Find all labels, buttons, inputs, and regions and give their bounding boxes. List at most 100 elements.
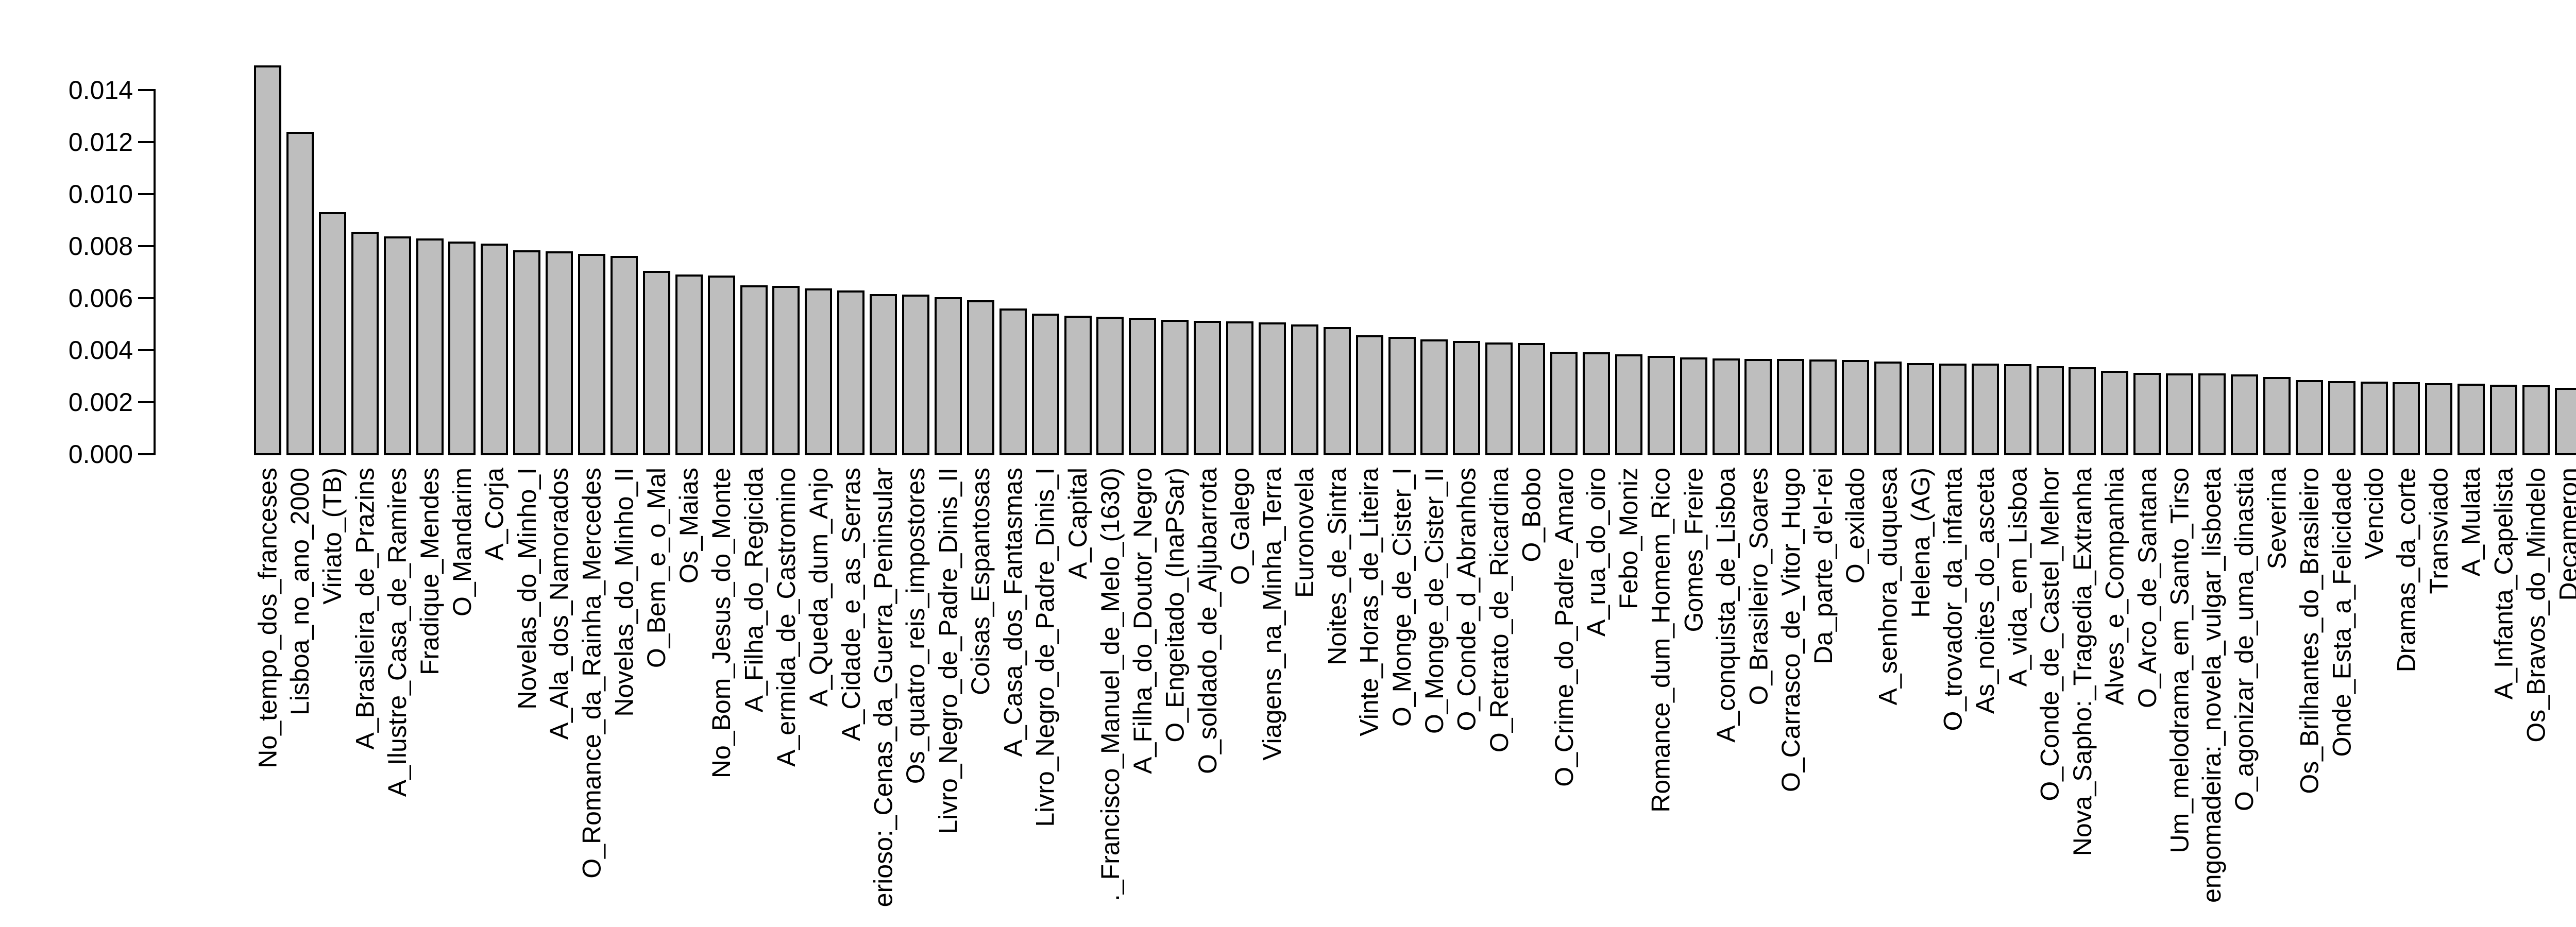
x-category-label: Viagens_na_Minha_Terra	[1258, 468, 1287, 761]
bar	[416, 238, 444, 455]
x-category-label: A_Queda_dum_Anjo	[804, 468, 833, 707]
bar	[2458, 383, 2485, 455]
bar	[2263, 377, 2291, 455]
bar	[1615, 354, 1642, 455]
bar	[1744, 359, 1772, 455]
bar	[1712, 358, 1740, 455]
y-tick-label: 0.012	[68, 128, 133, 157]
x-category-label: Fradique_Mendes	[415, 468, 444, 676]
bar	[740, 285, 768, 455]
x-category-label: Vinte_Horas_de_Liteira	[1355, 468, 1384, 736]
x-category-label: Novelas_do_Minho_II	[609, 468, 639, 717]
bar	[351, 232, 379, 455]
y-tick-label: 0.014	[68, 76, 133, 105]
bar	[2004, 364, 2031, 455]
y-tick-label: 0.006	[68, 284, 133, 313]
x-category-label: A_Infanta_Capelista	[2489, 468, 2518, 700]
bar	[254, 65, 281, 455]
x-category-label: O_Carrasco_de_Vitor_Hugo	[1776, 468, 1805, 793]
bar	[1971, 364, 1999, 455]
x-category-label: A_Brasileira_de_Prazins	[350, 468, 380, 750]
x-category-label: Dramas_da_corte	[2392, 468, 2421, 673]
x-category-label: O_Retrato_de_Ricardina	[1484, 468, 1514, 753]
x-category-label: O_soldado_de_Aljubarrota	[1193, 468, 1222, 774]
x-category-label: Os_Brilhantes_do_Brasileiro	[2295, 468, 2324, 794]
bar	[870, 294, 897, 455]
y-tick	[138, 193, 154, 195]
y-tick	[138, 349, 154, 351]
x-category-label: engomadeira:_novela_vulgar_lisboeta	[2197, 468, 2227, 903]
bar	[1096, 317, 1124, 455]
x-category-label: Um_melodrama_em_Santo_Tirso	[2165, 468, 2194, 853]
bar	[1777, 359, 1805, 455]
bar	[448, 241, 476, 455]
bar	[1939, 363, 1967, 455]
bar	[2295, 380, 2323, 455]
x-category-label: A_Filha_do_Doutor_Negro	[1128, 468, 1157, 774]
bar	[2036, 366, 2064, 455]
bar	[2166, 373, 2194, 455]
x-category-label: A_Corja	[480, 468, 509, 561]
bar	[2101, 371, 2129, 455]
y-tick	[138, 401, 154, 403]
y-tick	[138, 89, 154, 91]
x-category-label: Os_Bravos_do_Mindelo	[2521, 468, 2551, 743]
x-category-label: O_Bem_e_o_Mal	[642, 468, 671, 668]
x-category-label: O_agonizar_de_uma_dinastia	[2230, 468, 2259, 812]
x-category-label: Livro_Negro_de_Padre_Dinis_I	[1031, 468, 1060, 827]
bar	[1420, 339, 1448, 455]
x-category-label: A_Capital	[1063, 468, 1092, 579]
x-category-label: No_tempo_dos_franceses	[253, 468, 282, 768]
x-category-label: A_Ilustre_Casa_de_Ramires	[383, 468, 412, 797]
x-category-label: O_Crime_do_Padre_Amaro	[1549, 468, 1579, 787]
bar	[1226, 321, 1253, 455]
x-category-label: ._Francisco_Manuel_de_Melo_(1630)	[1095, 468, 1125, 902]
x-category-label: O_Bobo	[1517, 468, 1546, 562]
x-category-label: Nova_Sapho:_Tragedia_Extranha	[2067, 468, 2097, 856]
y-tick-label: 0.002	[68, 388, 133, 417]
bar	[1031, 314, 1059, 455]
bar	[2554, 387, 2576, 455]
y-tick	[138, 453, 154, 455]
bar	[1485, 342, 1513, 455]
bar	[1161, 320, 1189, 455]
bar	[546, 251, 573, 455]
bar	[2133, 373, 2161, 455]
x-category-label: O_exilado	[1841, 468, 1870, 584]
x-category-label: Transviado	[2424, 468, 2453, 594]
x-category-label: A_Ala_dos_Namorados	[545, 468, 574, 740]
x-category-label: A_ermida_de_Castromino	[771, 468, 801, 767]
x-category-label: A_Filha_do_Regicida	[739, 468, 768, 713]
x-category-label: Da_parte_d'el-rei	[1808, 468, 1838, 664]
x-category-label: O_Arco_de_Santana	[2132, 468, 2162, 709]
bar	[1258, 322, 1286, 455]
bar	[1355, 335, 1383, 455]
x-category-label: Viriato_(TB)	[318, 468, 347, 605]
bar	[2198, 373, 2226, 455]
y-tick-label: 0.000	[68, 440, 133, 469]
y-tick-label: 0.004	[68, 336, 133, 365]
x-category-label: A_Cidade_e_as_Serras	[836, 468, 866, 741]
x-category-label: Onde_Esta_a_Felicidade	[2327, 468, 2357, 757]
bar	[2230, 374, 2258, 455]
bar	[2328, 381, 2355, 455]
bar	[1291, 324, 1318, 455]
bar	[1323, 327, 1351, 455]
x-category-label: Romance_dum_Homem_Rico	[1647, 468, 1676, 813]
x-category-label: A_rua_do_oiro	[1582, 468, 1611, 637]
x-category-label: A_vida_em_Lisboa	[2003, 468, 2032, 687]
bar	[1582, 352, 1610, 455]
x-category-label: Alves_e_Companhia	[2100, 468, 2129, 706]
x-category-label: Os_Maias	[674, 468, 704, 584]
x-category-label: O_trovador_da_infanta	[1938, 468, 1968, 731]
x-category-label: Coisas_Espantosas	[966, 468, 995, 695]
bar	[2490, 384, 2518, 455]
bar	[481, 243, 509, 455]
x-category-label: O_Conde_d_Abranhos	[1452, 468, 1481, 731]
bar	[642, 270, 670, 455]
bar	[1550, 351, 1578, 455]
bar	[1680, 357, 1707, 455]
bar	[1906, 363, 1934, 455]
x-category-label: Os_quatro_reis_impostores	[901, 468, 930, 784]
bar	[1388, 336, 1416, 455]
